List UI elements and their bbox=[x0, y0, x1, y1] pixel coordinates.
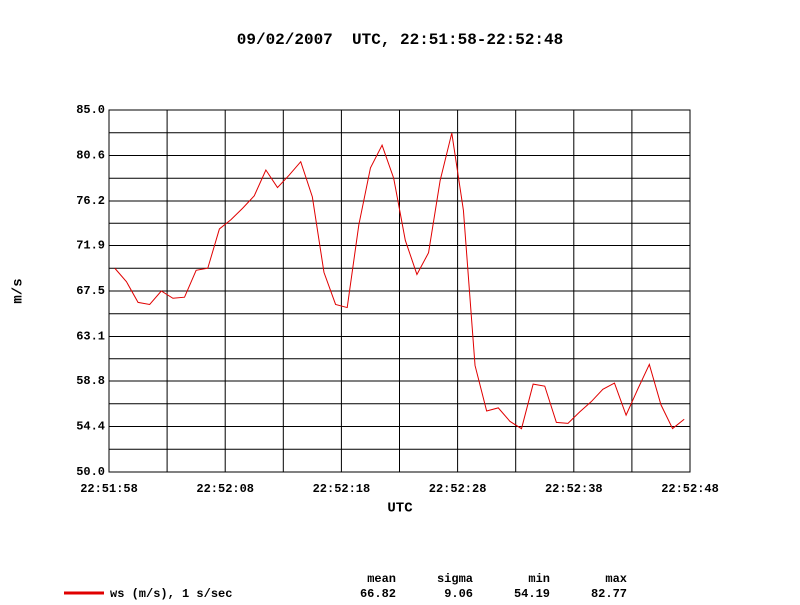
stats-header: max bbox=[605, 572, 627, 586]
stats-value: 9.06 bbox=[444, 587, 473, 601]
x-tick-label: 22:51:58 bbox=[80, 482, 138, 496]
x-tick-label: 22:52:08 bbox=[196, 482, 254, 496]
stats-value: 54.19 bbox=[514, 587, 550, 601]
x-tick-label: 22:52:48 bbox=[661, 482, 719, 496]
data-line bbox=[114, 132, 685, 430]
y-tick-label: 71.9 bbox=[76, 239, 105, 253]
stats-header: mean bbox=[367, 572, 396, 586]
y-tick-label: 67.5 bbox=[76, 284, 105, 298]
x-tick-label: 22:52:28 bbox=[429, 482, 487, 496]
chart-title: 09/02/2007 UTC, 22:51:58-22:52:48 bbox=[237, 31, 563, 49]
y-tick-label: 63.1 bbox=[76, 330, 105, 344]
plot-frame bbox=[108, 109, 691, 473]
stats-value: 82.77 bbox=[591, 587, 627, 601]
x-axis-label: UTC bbox=[387, 501, 413, 517]
stats-header: min bbox=[528, 572, 550, 586]
legend-label: ws (m/s), 1 s/sec bbox=[110, 587, 232, 601]
y-tick-label: 58.8 bbox=[76, 374, 105, 388]
x-tick-label: 22:52:18 bbox=[313, 482, 371, 496]
y-tick-label: 54.4 bbox=[76, 420, 105, 434]
y-tick-label: 76.2 bbox=[76, 194, 105, 208]
stats-header: sigma bbox=[437, 572, 473, 586]
stats-value: 66.82 bbox=[360, 587, 396, 601]
y-tick-label: 80.6 bbox=[76, 149, 105, 163]
y-axis-label: m/s bbox=[11, 278, 27, 303]
x-tick-label: 22:52:38 bbox=[545, 482, 603, 496]
y-tick-label: 50.0 bbox=[76, 465, 105, 479]
y-tick-label: 85.0 bbox=[76, 103, 105, 117]
